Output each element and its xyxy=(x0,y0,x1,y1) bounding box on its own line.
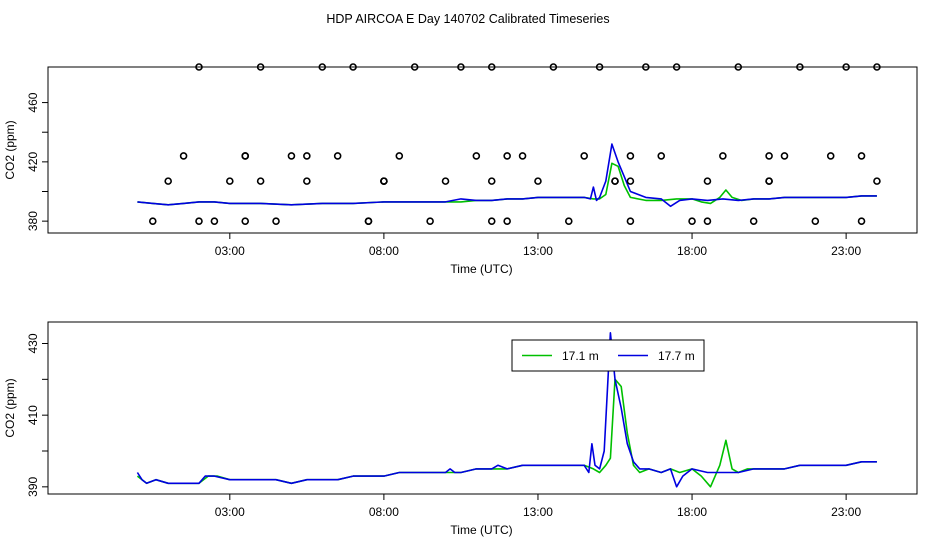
top-y-tick-label: 380 xyxy=(26,211,40,231)
top-series-blue-17-7m-line xyxy=(137,143,877,208)
top-flag-point xyxy=(318,63,327,71)
top-flag-point xyxy=(195,63,203,71)
top-flag-point xyxy=(441,177,450,185)
top-flag-point xyxy=(734,63,743,71)
top-y-tick-label: 460 xyxy=(26,92,40,112)
top-flag-point xyxy=(749,217,758,225)
bottom-y-tick-label: 430 xyxy=(26,333,40,353)
figure-title: HDP AIRCOA E Day 140702 Calibrated Times… xyxy=(326,12,609,26)
top-flag-point xyxy=(642,63,650,71)
top-flag-point xyxy=(410,63,419,71)
top-flag-point xyxy=(626,152,635,160)
top-flag-point xyxy=(580,152,588,160)
top-panel: 03:00 08:00 13:00 18:00 23:00 Time (UTC) 380 42… xyxy=(3,63,918,276)
bottom-legend-label-blue: 17.7 m xyxy=(658,349,695,363)
bottom-panel: 03:00 08:00 13:00 18:00 23:00 Time (UTC) 390 41… xyxy=(3,321,918,537)
top-flag-point xyxy=(364,217,373,225)
top-flag-point xyxy=(395,152,404,160)
top-flag-point xyxy=(210,217,219,225)
top-flag-point xyxy=(303,177,311,185)
top-plot-frame xyxy=(47,66,918,234)
top-flag-point xyxy=(487,217,496,225)
top-flag-point xyxy=(657,152,666,160)
top-flag-point xyxy=(549,63,558,71)
top-x-tick-label: 03:00 xyxy=(215,244,245,258)
bottom-x-tick-label: 03:00 xyxy=(215,505,245,519)
bottom-x-tick-label: 13:00 xyxy=(523,505,553,519)
top-flag-point xyxy=(626,217,635,225)
top-flag-point xyxy=(164,177,172,185)
bottom-x-tick-label: 23:00 xyxy=(831,505,861,519)
top-flag-point xyxy=(179,152,188,160)
top-flag-point xyxy=(595,63,604,71)
top-x-tick-label: 23:00 xyxy=(831,244,861,258)
top-x-axis-label: Time (UTC) xyxy=(450,262,512,276)
top-flag-point xyxy=(148,217,157,225)
bottom-series-green-17-1m-line xyxy=(136,378,877,488)
top-flag-point xyxy=(534,177,542,185)
top-flag-point xyxy=(226,177,234,185)
bottom-x-tick-label: 08:00 xyxy=(369,505,399,519)
top-flag-point xyxy=(272,217,280,225)
bottom-y-tick-label: 410 xyxy=(26,405,40,425)
top-flag-point xyxy=(303,152,311,160)
top-flag-point xyxy=(719,152,727,160)
top-flag-point xyxy=(765,152,773,160)
top-flag-point xyxy=(256,177,265,185)
top-flag-point xyxy=(857,152,866,160)
bottom-y-tick-label: 390 xyxy=(26,477,40,497)
top-flag-point xyxy=(857,217,866,225)
bottom-plot-frame xyxy=(47,321,918,495)
top-flag-point xyxy=(487,177,496,185)
bottom-x-axis-label: Time (UTC) xyxy=(450,523,512,537)
top-flag-point xyxy=(503,152,511,160)
top-flag-point xyxy=(564,217,573,225)
bottom-x-tick-label: 18:00 xyxy=(677,505,707,519)
top-flag-point xyxy=(611,177,619,185)
top-x-tick-label: 18:00 xyxy=(677,244,707,258)
top-flag-point xyxy=(796,63,804,71)
top-flag-point xyxy=(241,217,250,225)
top-flag-point xyxy=(780,152,789,160)
top-flag-point xyxy=(811,217,820,225)
top-flag-point xyxy=(703,177,712,185)
top-flag-point xyxy=(765,177,773,185)
bottom-legend-label-green: 17.1 m xyxy=(562,349,599,363)
top-x-tick-label: 13:00 xyxy=(523,244,553,258)
top-flag-point xyxy=(472,152,481,160)
top-flag-point xyxy=(873,177,881,185)
top-flag-point xyxy=(241,152,250,160)
top-flag-point xyxy=(287,152,296,160)
top-x-tick-label: 08:00 xyxy=(369,244,399,258)
top-flag-point xyxy=(426,217,434,225)
top-flag-point xyxy=(672,63,681,71)
top-flag-point xyxy=(873,63,881,71)
top-flag-point xyxy=(487,63,496,71)
top-flag-point xyxy=(195,217,203,225)
top-flag-point xyxy=(688,217,696,225)
top-flag-point xyxy=(703,217,712,225)
top-flag-point xyxy=(333,152,342,160)
top-flag-point xyxy=(626,177,635,185)
top-flag-point xyxy=(349,63,357,71)
bottom-y-axis-label: CO2 (ppm) xyxy=(3,378,17,437)
top-y-tick-label: 420 xyxy=(26,152,40,172)
top-flag-point xyxy=(518,152,527,160)
top-y-axis-label: CO2 (ppm) xyxy=(3,120,17,179)
top-flag-point xyxy=(503,217,511,225)
top-flag-point xyxy=(842,63,850,71)
top-flag-point xyxy=(457,63,465,71)
top-flag-point xyxy=(256,63,265,71)
top-flag-point xyxy=(380,177,388,185)
top-flag-point xyxy=(826,152,835,160)
bottom-series-blue-17-7m-line xyxy=(136,332,877,488)
